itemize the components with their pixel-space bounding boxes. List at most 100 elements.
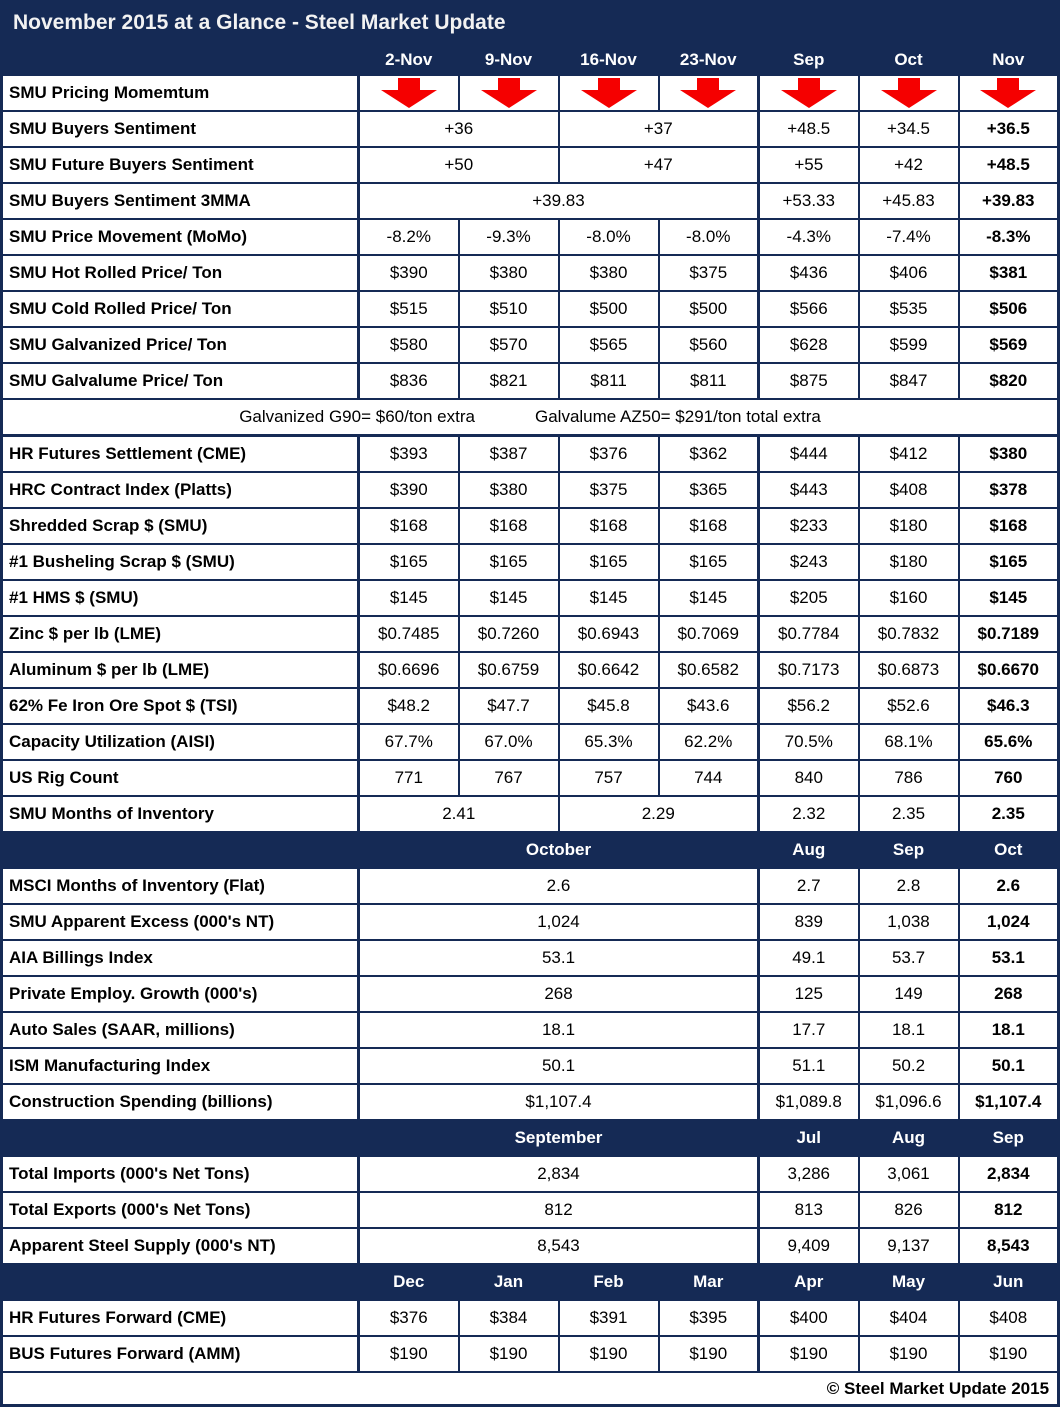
value-cell: 53.1 — [957, 939, 1060, 977]
down-arrow-icon — [362, 77, 457, 109]
value-cell: $380 — [457, 471, 560, 509]
value-cell: $380 — [557, 254, 660, 292]
value-cell: $847 — [857, 362, 960, 400]
value-cell: +53.33 — [757, 182, 860, 220]
table-row: Aluminum $ per lb (LME) $0.6696 $0.6759 $0.… — [0, 651, 1060, 689]
table-row: #1 Busheling Scrap $ (SMU) $165 $165 $165 $1… — [0, 543, 1060, 581]
column-header: Oct — [857, 43, 960, 76]
value-cell: 771 — [357, 759, 460, 797]
value-cell: 744 — [657, 759, 760, 797]
value-cell: $811 — [557, 362, 660, 400]
row-label: ISM Manufacturing Index — [0, 1047, 360, 1085]
value-cell: $0.6642 — [557, 651, 660, 689]
value-cell: $190 — [557, 1335, 660, 1373]
section-header-spacer — [0, 831, 360, 869]
table-row: SMU Galvanized Price/ Ton $580 $570 $565 $56… — [0, 326, 1060, 364]
value-cell: 50.1 — [957, 1047, 1060, 1085]
value-cell: 50.2 — [857, 1047, 960, 1085]
value-cell: 17.7 — [757, 1011, 860, 1049]
momentum-cell — [657, 74, 760, 112]
value-cell: -8.0% — [557, 218, 660, 256]
value-cell: $190 — [457, 1335, 560, 1373]
value-cell: $384 — [457, 1299, 560, 1337]
value-cell: $393 — [357, 434, 460, 473]
value-cell: 757 — [557, 759, 660, 797]
value-cell: $165 — [457, 543, 560, 581]
row-label: HR Futures Forward (CME) — [0, 1299, 360, 1337]
value-cell: 1,024 — [357, 903, 760, 941]
value-cell: +42 — [857, 146, 960, 184]
value-cell: 51.1 — [757, 1047, 860, 1085]
value-cell: $52.6 — [857, 687, 960, 725]
column-header: 2-Nov — [357, 43, 460, 76]
down-arrow-icon — [762, 77, 857, 109]
value-cell: $0.6670 — [957, 651, 1060, 689]
momentum-cell — [557, 74, 660, 112]
value-cell: +39.83 — [957, 182, 1060, 220]
value-cell: 53.1 — [357, 939, 760, 977]
section-header-spacer — [0, 1263, 360, 1301]
column-header: Jul — [757, 1119, 860, 1157]
table-row: HR Futures Forward (CME) $376 $384 $391 $395… — [0, 1299, 1060, 1337]
value-cell: $820 — [957, 362, 1060, 400]
value-cell: 62.2% — [657, 723, 760, 761]
table-row: US Rig Count 771 767 757 744 840 786 760 — [0, 759, 1060, 797]
value-cell: $190 — [357, 1335, 460, 1373]
value-cell: $190 — [757, 1335, 860, 1373]
value-cell: $381 — [957, 254, 1060, 292]
value-cell: 2.29 — [557, 795, 760, 833]
row-label: Auto Sales (SAAR, millions) — [0, 1011, 360, 1049]
value-cell: $811 — [657, 362, 760, 400]
section-header-row: Dec Jan Feb Mar Apr May Jun — [0, 1263, 1060, 1301]
row-label: SMU Apparent Excess (000's NT) — [0, 903, 360, 941]
value-cell: $515 — [357, 290, 460, 328]
value-cell: $404 — [857, 1299, 960, 1337]
table-row: BUS Futures Forward (AMM) $190 $190 $190 $19… — [0, 1335, 1060, 1373]
table-row: SMU Future Buyers Sentiment +50 +47 +55 +42 +… — [0, 146, 1060, 184]
value-cell: 839 — [757, 903, 860, 941]
value-cell: +48.5 — [957, 146, 1060, 184]
value-cell: $500 — [557, 290, 660, 328]
value-cell: -8.3% — [957, 218, 1060, 256]
row-label: SMU Galvalume Price/ Ton — [0, 362, 360, 400]
value-cell: $1,107.4 — [357, 1083, 760, 1121]
value-cell: $165 — [957, 543, 1060, 581]
row-label: SMU Buyers Sentiment 3MMA — [0, 182, 360, 220]
down-arrow-icon — [661, 77, 757, 109]
value-cell: $412 — [857, 434, 960, 473]
value-cell: $836 — [357, 362, 460, 400]
row-label: HRC Contract Index (Platts) — [0, 471, 360, 509]
column-header: Sep — [757, 43, 860, 76]
column-header: September — [357, 1119, 760, 1157]
value-cell: $408 — [957, 1299, 1060, 1337]
table-row: Capacity Utilization (AISI) 67.7% 67.0% 65.… — [0, 723, 1060, 761]
value-cell: $380 — [457, 254, 560, 292]
value-cell: $0.7069 — [657, 615, 760, 653]
down-arrow-icon — [461, 77, 557, 109]
value-cell: $145 — [557, 579, 660, 617]
down-arrow-icon — [561, 77, 657, 109]
value-cell: $205 — [757, 579, 860, 617]
table-row: Total Exports (000's Net Tons) 812 813 826 8… — [0, 1191, 1060, 1229]
value-cell: $1,107.4 — [957, 1083, 1060, 1121]
table-row: HR Futures Settlement (CME) $393 $387 $376 $… — [0, 434, 1060, 473]
row-label: SMU Future Buyers Sentiment — [0, 146, 360, 184]
table-row: Construction Spending (billions) $1,107.4… — [0, 1083, 1060, 1121]
value-cell: 1,024 — [957, 903, 1060, 941]
value-cell: $43.6 — [657, 687, 760, 725]
momentum-cell — [757, 74, 860, 112]
value-cell: $190 — [957, 1335, 1060, 1373]
value-cell: 9,137 — [857, 1227, 960, 1265]
value-cell: $375 — [657, 254, 760, 292]
value-cell: +55 — [757, 146, 860, 184]
table-row: SMU Hot Rolled Price/ Ton $390 $380 $380 $37… — [0, 254, 1060, 292]
value-cell: $500 — [657, 290, 760, 328]
column-header: Oct — [957, 831, 1060, 869]
value-cell: 67.0% — [457, 723, 560, 761]
column-header: Mar — [657, 1263, 760, 1301]
value-cell: 760 — [957, 759, 1060, 797]
value-cell: 149 — [857, 975, 960, 1013]
momentum-cell — [357, 74, 460, 112]
value-cell: -7.4% — [857, 218, 960, 256]
value-cell: 53.7 — [857, 939, 960, 977]
